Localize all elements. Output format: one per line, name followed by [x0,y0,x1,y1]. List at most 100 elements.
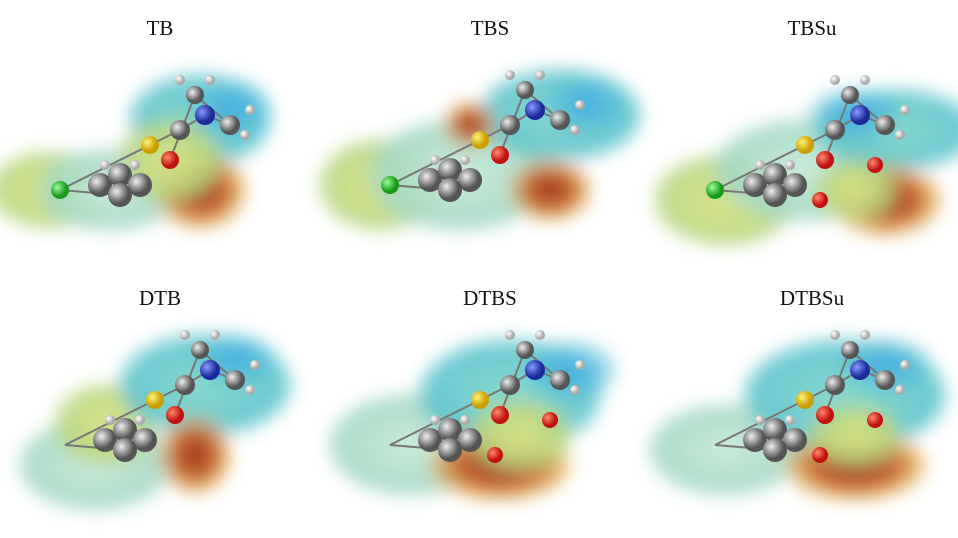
atom [535,330,545,340]
atom [500,375,520,395]
atom [487,447,503,463]
atom [825,120,845,140]
atom [860,330,870,340]
atom [505,330,515,340]
atom [161,151,179,169]
atom [830,75,840,85]
molecule-panel [655,75,958,245]
atom [105,415,115,425]
atom [525,360,545,380]
atom [186,86,204,104]
atom [825,375,845,395]
atom [895,385,905,395]
atom [175,75,185,85]
atom [180,330,190,340]
atom [812,192,828,208]
atom [796,391,814,409]
atom [516,81,534,99]
atom [220,115,240,135]
atom [755,415,765,425]
atom [250,360,260,370]
atom [500,115,520,135]
molecule-maps [0,0,958,538]
atom [895,130,905,140]
atom [550,370,570,390]
atom [785,160,795,170]
atom [900,360,910,370]
atom [381,176,399,194]
atom [491,146,509,164]
surface-lobe [470,400,570,470]
atom [438,178,462,202]
atom [575,360,585,370]
molecule-panel [330,330,615,500]
atom [170,120,190,140]
atom [785,415,795,425]
atom [108,183,132,207]
atom [755,160,765,170]
atom [535,70,545,80]
atom [812,447,828,463]
atom [570,385,580,395]
atom [460,155,470,165]
atom [867,412,883,428]
atom [471,391,489,409]
atom [575,100,585,110]
atom [430,415,440,425]
atom [542,412,558,428]
atom [245,385,255,395]
atom [175,375,195,395]
atom [113,438,137,462]
molecule-panel [20,330,290,510]
atom [210,330,220,340]
atom [166,406,184,424]
atom [875,115,895,135]
atom [816,406,834,424]
atom [471,131,489,149]
atom [191,341,209,359]
atom [146,391,164,409]
atom [763,183,787,207]
esp-surface [655,90,958,245]
surface-lobe [510,160,590,220]
esp-surface [330,340,615,500]
atom [516,341,534,359]
atom [867,157,883,173]
esp-surface [320,70,640,230]
atom [900,105,910,115]
atom [706,181,724,199]
surface-lobe [160,417,230,493]
atom [130,160,140,170]
atom [460,415,470,425]
molecule-panel [650,330,945,500]
atom [841,86,859,104]
atom [491,406,509,424]
atom [100,160,110,170]
atom [850,360,870,380]
atom [816,151,834,169]
atom [525,100,545,120]
atom [240,130,250,140]
atom [796,136,814,154]
molecule-panel [0,75,270,230]
atom [141,136,159,154]
molecule-panel [320,70,640,230]
atom [830,330,840,340]
atom [860,75,870,85]
atom [200,360,220,380]
atom [51,181,69,199]
atom [763,438,787,462]
atom [875,370,895,390]
atom [225,370,245,390]
atom [195,105,215,125]
esp-surface [20,335,290,510]
atom [205,75,215,85]
atom [430,155,440,165]
atom [245,105,255,115]
atom [505,70,515,80]
atom [841,341,859,359]
atom [850,105,870,125]
atom [135,415,145,425]
surface-lobe [815,160,895,220]
atom [550,110,570,130]
